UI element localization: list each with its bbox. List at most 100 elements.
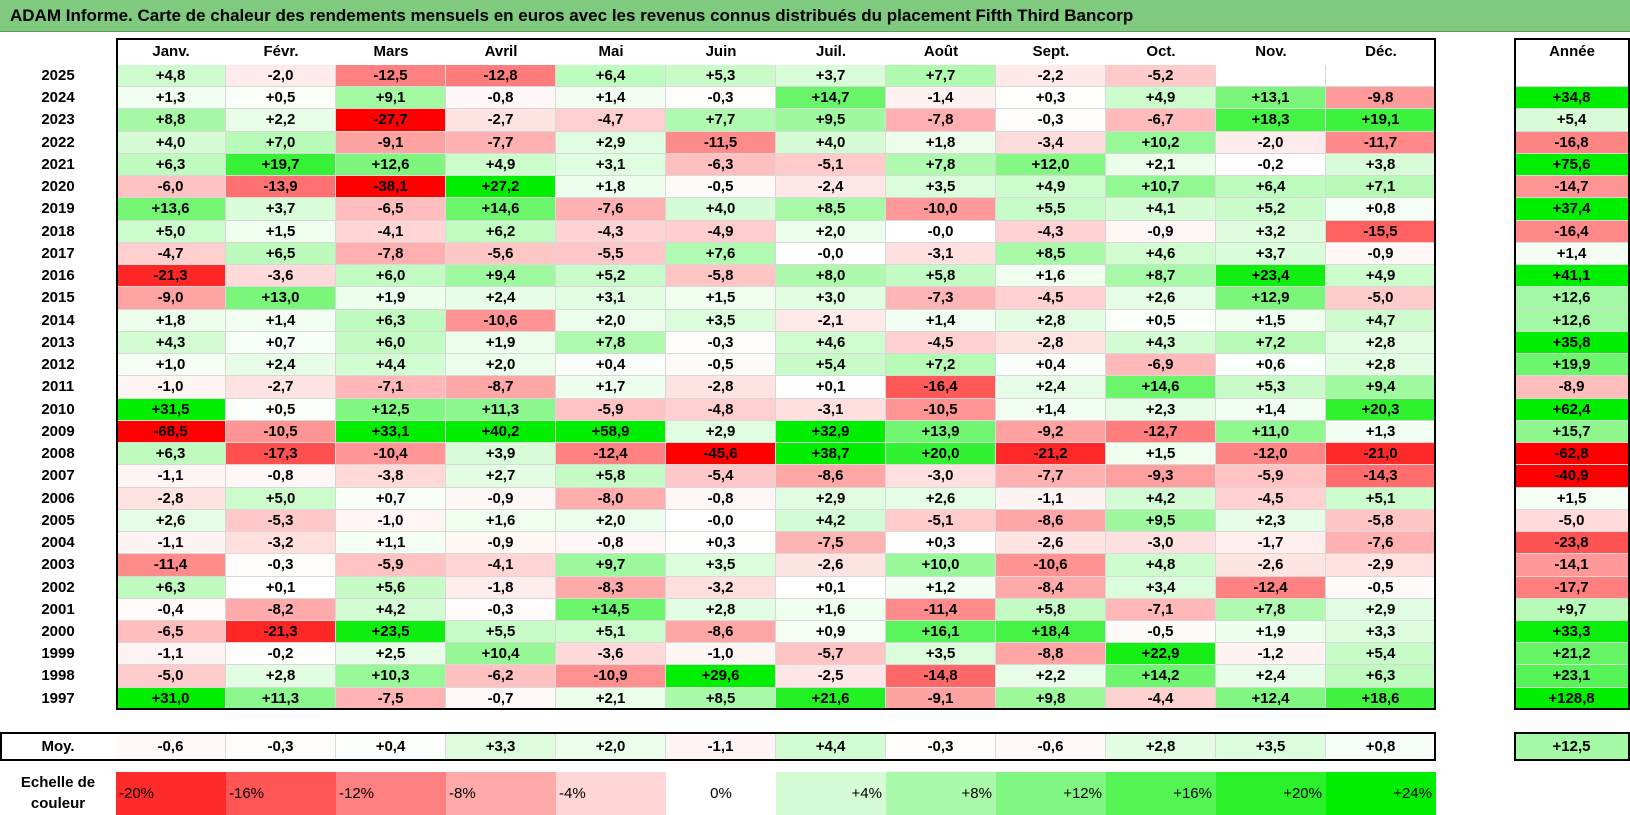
heatmap-cell: +7,2: [1216, 331, 1326, 355]
heatmap-cell: +0,1: [226, 576, 336, 599]
year-label: 2004: [0, 532, 116, 555]
annual-return-cell: -23,8: [1514, 532, 1630, 555]
heatmap-cell: +23,5: [336, 621, 446, 644]
heatmap-cell: -2,6: [1216, 554, 1326, 577]
heatmap-cell: +12,6: [336, 153, 446, 177]
annual-return-cell: +9,7: [1514, 598, 1630, 621]
heatmap-cell: -9,0: [116, 287, 226, 310]
heatmap-cell: +2,0: [556, 309, 666, 332]
heatmap-cell: +3,0: [776, 287, 886, 310]
annual-return-cell: +12,6: [1514, 287, 1630, 310]
heatmap-cell: -2,2: [996, 65, 1106, 88]
heatmap-cell: -21,3: [226, 621, 336, 644]
heatmap-cell: -3,8: [336, 465, 446, 488]
heatmap-cell: +7,7: [666, 109, 776, 132]
heatmap-cell: -0,2: [1216, 153, 1326, 177]
annual-return-cell: +19,9: [1514, 354, 1630, 377]
heatmap-cell: +18,3: [1216, 109, 1326, 132]
heatmap-cell: +33,1: [336, 420, 446, 444]
heatmap-cell: -9,1: [336, 131, 446, 154]
heatmap-cell: +1,8: [886, 131, 996, 154]
annual-return-cell: +12,6: [1514, 309, 1630, 332]
heatmap-cell: +32,9: [776, 420, 886, 444]
heatmap-cell: +4,7: [1326, 309, 1436, 332]
heatmap-cell: +31,0: [116, 687, 226, 710]
heatmap-cell: -5,7: [776, 643, 886, 666]
heatmap-cell: -0,3: [446, 598, 556, 621]
month-header: Janv.: [116, 38, 226, 65]
color-scale-step: -20%: [116, 772, 226, 815]
heatmap-cell: +2,6: [1106, 287, 1216, 310]
heatmap-cell: -15,5: [1326, 220, 1436, 243]
heatmap-cell: +4,3: [1106, 331, 1216, 355]
heatmap-cell: +1,3: [1326, 420, 1436, 444]
year-label: 2006: [0, 487, 116, 510]
heatmap-cell: +38,7: [776, 443, 886, 466]
heatmap-cell: -5,9: [336, 554, 446, 577]
heatmap-cell: +3,7: [776, 65, 886, 88]
heatmap-cell: -21,0: [1326, 443, 1436, 466]
heatmap-cell: +4,3: [116, 331, 226, 355]
color-scale-step: -12%: [336, 772, 446, 815]
heatmap-cell: -14,3: [1326, 465, 1436, 488]
heatmap-cell: -0,3: [666, 87, 776, 110]
month-header: Nov.: [1216, 38, 1326, 65]
heatmap-cell: +2,9: [666, 420, 776, 444]
heatmap-cell: +2,9: [776, 487, 886, 510]
heatmap-cell: +10,0: [886, 554, 996, 577]
heatmap-cell: +13,0: [226, 287, 336, 310]
heatmap-cell: +3,7: [1216, 242, 1326, 266]
annual-return-cell: +5,4: [1514, 109, 1630, 132]
heatmap-cell: -5,8: [1326, 509, 1436, 533]
heatmap-cell: -4,7: [116, 242, 226, 266]
heatmap-cell: -4,8: [666, 398, 776, 421]
heatmap-cell: +1,4: [1216, 398, 1326, 421]
heatmap-cell: +1,5: [666, 287, 776, 310]
heatmap-cell: -0,9: [446, 487, 556, 510]
heatmap-cell: -8,2: [226, 598, 336, 621]
year-label: 2000: [0, 621, 116, 644]
heatmap-cell: +7,1: [1326, 176, 1436, 199]
heatmap-cell: +6,3: [116, 443, 226, 466]
heatmap-cell: +9,4: [446, 265, 556, 288]
heatmap-cell: +4,8: [116, 65, 226, 88]
heatmap-cell: +2,6: [886, 487, 996, 510]
heatmap-cell: +8,5: [996, 242, 1106, 266]
heatmap-cell: +1,5: [1216, 309, 1326, 332]
color-scale-step: +12%: [996, 772, 1106, 815]
heatmap-cell: +6,5: [226, 242, 336, 266]
heatmap-cell: -0,3: [996, 109, 1106, 132]
heatmap-cell: -0,5: [666, 176, 776, 199]
heatmap-cell: +6,0: [336, 331, 446, 355]
heatmap-cell: +0,5: [1106, 309, 1216, 332]
heatmap-cell: +2,9: [556, 131, 666, 154]
heatmap-cell: +6,3: [336, 309, 446, 332]
heatmap-cell: +5,8: [556, 465, 666, 488]
heatmap-cell: -9,1: [886, 687, 996, 710]
heatmap-cell: +3,2: [1216, 220, 1326, 243]
heatmap-cell: +6,3: [116, 153, 226, 177]
heatmap-cell: +5,6: [336, 576, 446, 599]
color-scale-step: +16%: [1106, 772, 1216, 815]
heatmap-cell: +1,2: [886, 576, 996, 599]
heatmap-cell: -2,4: [776, 176, 886, 199]
heatmap-cell: +27,2: [446, 176, 556, 199]
annual-return-cell: [1514, 65, 1630, 88]
year-label: 2020: [0, 176, 116, 199]
heatmap-cell: +4,0: [776, 131, 886, 154]
heatmap-cell: +2,2: [996, 665, 1106, 688]
heatmap-cell: -4,4: [1106, 687, 1216, 710]
heatmap-cell: +0,4: [996, 354, 1106, 377]
average-cell: +3,3: [446, 733, 556, 760]
heatmap-cell: +6,4: [556, 65, 666, 88]
heatmap-cell: -1,8: [446, 576, 556, 599]
heatmap-cell: -0,9: [446, 532, 556, 555]
year-label: 2019: [0, 198, 116, 221]
heatmap-cell: -4,5: [1216, 487, 1326, 510]
heatmap-cell: -5,1: [886, 509, 996, 533]
heatmap-cell: -7,1: [336, 376, 446, 399]
year-label: 2013: [0, 331, 116, 355]
heatmap-cell: +19,7: [226, 153, 336, 177]
heatmap-cell: +2,0: [556, 509, 666, 533]
heatmap-cell: +0,7: [336, 487, 446, 510]
